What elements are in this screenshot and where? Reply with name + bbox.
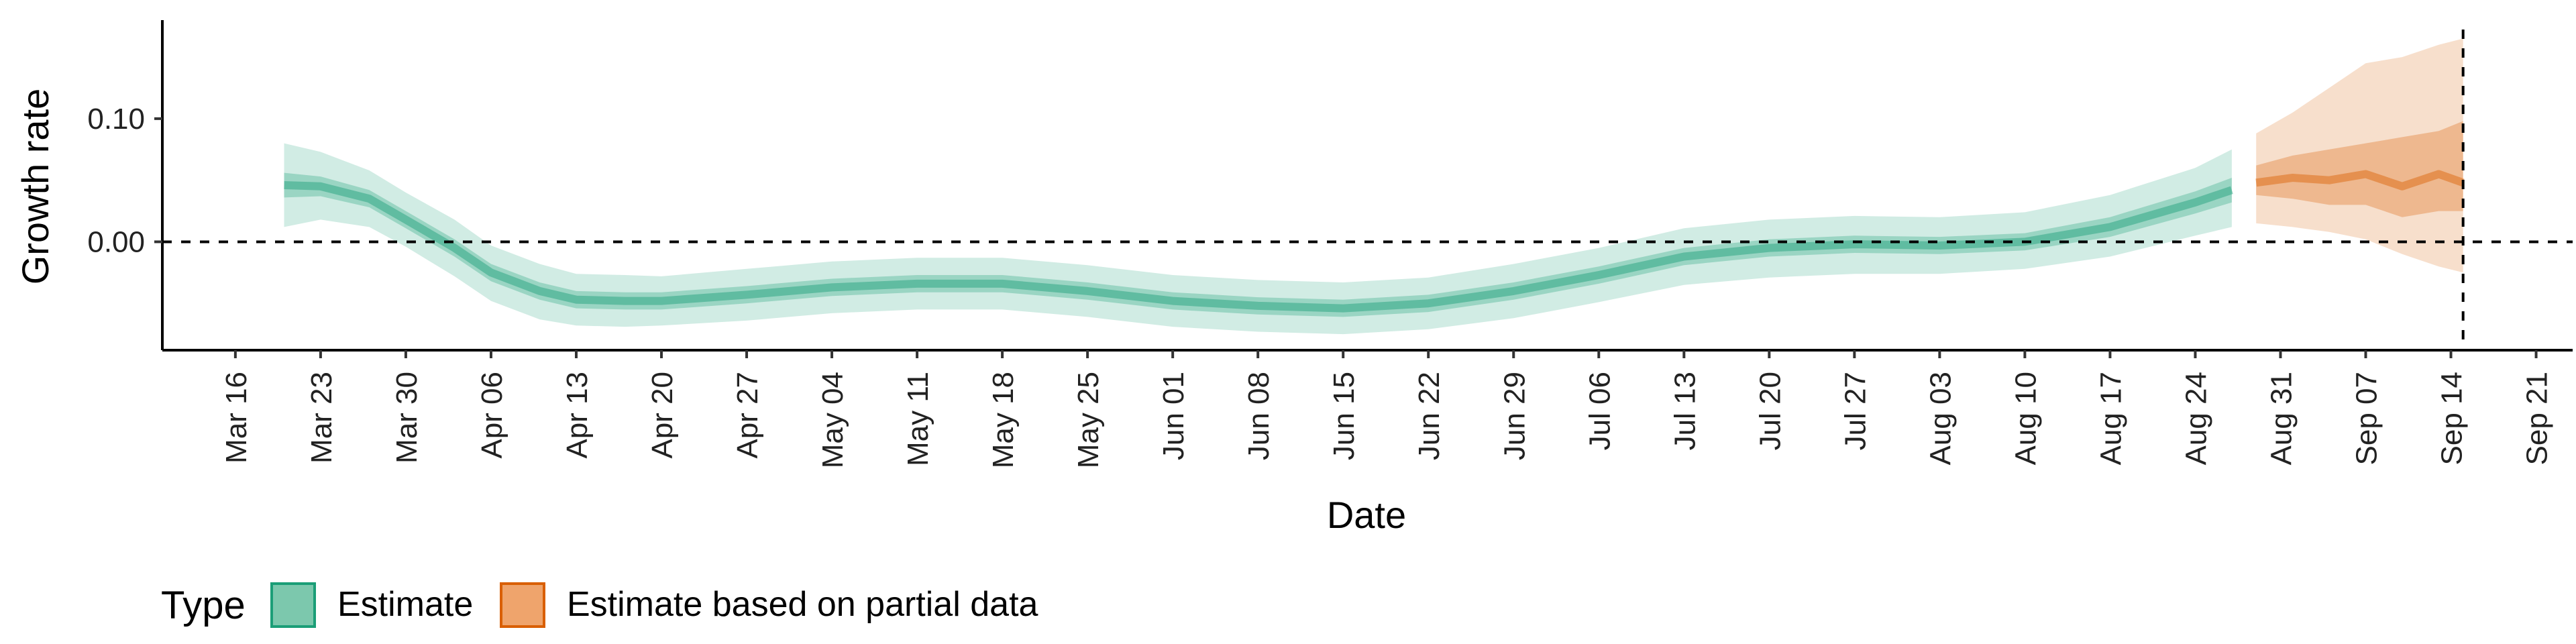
x-tick-label: Jul 27 <box>1839 372 1872 450</box>
x-tick-label: Aug 03 <box>1924 372 1957 465</box>
x-tick-label: Jul 13 <box>1668 372 1701 450</box>
y-tick-label: 0.10 <box>87 103 145 136</box>
x-tick-label: Apr 27 <box>731 372 764 459</box>
legend: Type Estimate Estimate based on partial d… <box>161 582 1038 628</box>
x-axis-title: Date <box>1327 494 1406 536</box>
x-tick-label: Mar 30 <box>390 372 423 464</box>
legend-swatch-1 <box>270 582 316 628</box>
legend-label-1: Estimate <box>337 585 473 624</box>
plot-area <box>162 30 2573 350</box>
x-tick-label: May 18 <box>987 372 1020 468</box>
x-tick-label: Jul 20 <box>1754 372 1786 450</box>
tick-labels: 0.00 0.10 Mar 16 Mar 23 Mar 30 Apr 06 Apr 13 Ap… <box>87 103 2553 468</box>
x-tick-label: Jun 15 <box>1328 372 1360 460</box>
x-tick-label: Jun 08 <box>1242 372 1275 460</box>
series-2-median-line <box>2255 170 2465 191</box>
x-tick-label: Mar 16 <box>220 372 253 464</box>
x-tick-label: Apr 13 <box>561 372 594 459</box>
series-1-ci50-band <box>284 172 2232 317</box>
x-tick-label: May 11 <box>902 372 934 466</box>
legend-label-2: Estimate based on partial data <box>567 585 1038 624</box>
x-tick-label: May 04 <box>816 372 849 468</box>
axes <box>154 20 2573 358</box>
x-tick-label: Aug 24 <box>2180 372 2213 465</box>
series-2-ci50-band <box>2256 121 2463 217</box>
y-axis-title: Growth rate <box>14 89 56 285</box>
x-tick-label: Jun 01 <box>1157 372 1190 460</box>
series-1-ci90-band <box>284 143 2232 335</box>
series-2-ci90-band <box>2256 38 2463 273</box>
x-tick-label: Jun 29 <box>1498 372 1531 460</box>
x-tick-label: Sep 14 <box>2436 372 2469 465</box>
legend-title: Type <box>161 584 246 627</box>
x-tick-label: Aug 10 <box>2009 372 2042 465</box>
x-tick-label: Apr 20 <box>646 372 679 459</box>
x-tick-label: Mar 23 <box>305 372 338 464</box>
legend-swatch-2 <box>500 582 545 628</box>
x-tick-label: Jul 06 <box>1583 372 1616 450</box>
x-tick-label: May 25 <box>1072 372 1105 468</box>
series-1-median-line <box>284 181 2233 313</box>
x-tick-label: Aug 31 <box>2265 372 2298 465</box>
x-tick-label: Sep 21 <box>2521 372 2554 465</box>
y-tick-label: 0.00 <box>87 225 145 258</box>
x-tick-label: Apr 06 <box>476 372 508 459</box>
x-tick-label: Aug 17 <box>2094 372 2127 465</box>
x-tick-label: Sep 07 <box>2351 372 2383 465</box>
x-tick-label: Jun 22 <box>1413 372 1446 460</box>
